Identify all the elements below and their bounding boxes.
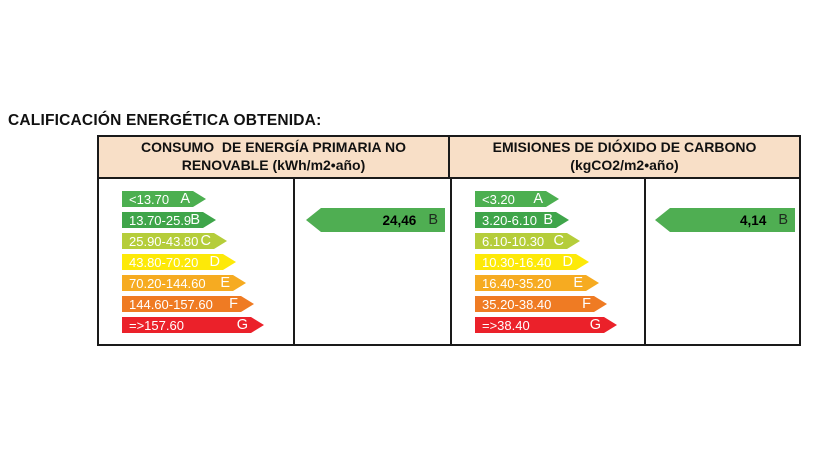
range-label: 16.40-35.20 xyxy=(482,275,552,291)
range-label: 10.30-16.40 xyxy=(482,254,552,270)
range-label: <13.70 xyxy=(129,191,170,207)
header-emisiones-line1: EMISIONES DE DIÓXIDO DE CARBONO xyxy=(492,139,757,156)
range-label: 43.80-70.20 xyxy=(129,254,199,270)
range-label: =>157.60 xyxy=(129,317,184,333)
arrow-tip xyxy=(556,212,569,228)
consumo-scale-arrow-a: <13.70 A xyxy=(122,191,206,207)
grade-letter: A xyxy=(180,191,190,207)
header-consumo-line1: CONSUMO DE ENERGÍA PRIMARIA NO xyxy=(141,139,406,156)
grade-letter: F xyxy=(229,296,238,312)
consumo-scale-arrow-d: 43.80-70.20 D xyxy=(122,254,236,270)
emisiones-rating-arrow: 4,14 B xyxy=(655,208,795,232)
grade-letter: C xyxy=(200,233,211,249)
consumo-rating-value: 24,46 xyxy=(382,212,417,228)
grade-letter: B xyxy=(543,212,553,228)
grade-letter: F xyxy=(582,296,591,312)
rating-arrow-body: 4,14 B xyxy=(670,208,795,232)
header-consumo-line2: RENOVABLE (kWh/m2•año) xyxy=(181,157,366,173)
consumo-scale-arrow-c: 25.90-43.80 C xyxy=(122,233,227,249)
arrow-tip xyxy=(567,233,580,249)
consumo-scale-arrow-b: 13.70-25.9 B xyxy=(122,212,216,228)
consumo-rating-grade: B xyxy=(428,212,438,228)
emisiones-rating-value: 4,14 xyxy=(740,212,767,228)
range-label: <3.20 xyxy=(482,191,515,207)
table-header-row: CONSUMO DE ENERGÍA PRIMARIA NO RENOVABLE… xyxy=(99,137,799,179)
arrow-tip xyxy=(586,275,599,291)
emisiones-scale-arrow-f: 35.20-38.40 F xyxy=(475,296,607,312)
arrow-tip xyxy=(546,191,559,207)
header-consumo: CONSUMO DE ENERGÍA PRIMARIA NO RENOVABLE… xyxy=(99,137,450,179)
grade-letter: E xyxy=(573,275,583,291)
range-label: =>38.40 xyxy=(482,317,530,333)
grade-letter: E xyxy=(220,275,230,291)
emisiones-scale-arrow-g: =>38.40 G xyxy=(475,317,617,333)
grade-letter: D xyxy=(209,254,220,270)
consumo-rating-cell: 24,46 B xyxy=(295,179,452,344)
arrow-tip xyxy=(604,317,617,333)
emisiones-scale-arrow-b: 3.20-6.10 B xyxy=(475,212,569,228)
grade-letter: B xyxy=(190,212,200,228)
grade-letter: A xyxy=(533,191,543,207)
page-title: CALIFICACIÓN ENERGÉTICA OBTENIDA: xyxy=(8,112,322,129)
range-label: 6.10-10.30 xyxy=(482,233,545,249)
consumo-scale-arrow-g: =>157.60 G xyxy=(122,317,264,333)
emisiones-scale-arrow-d: 10.30-16.40 D xyxy=(475,254,589,270)
table-body-row: <13.70 A 13.70-25.9 B 25.90-43.80 C 43.8… xyxy=(99,179,799,344)
emisiones-rating-grade: B xyxy=(778,212,788,228)
header-emisiones-line2: (kgCO2/m2•año) xyxy=(570,157,679,173)
arrow-tip xyxy=(251,317,264,333)
range-label: 70.20-144.60 xyxy=(129,275,206,291)
arrow-tip xyxy=(241,296,254,312)
arrow-tip xyxy=(223,254,236,270)
consumo-scale: <13.70 A 13.70-25.9 B 25.90-43.80 C 43.8… xyxy=(99,179,295,344)
emisiones-rating-cell: 4,14 B xyxy=(646,179,799,344)
rating-arrow-tip xyxy=(306,208,321,232)
range-label: 13.70-25.9 xyxy=(129,212,192,228)
energy-rating-table: CONSUMO DE ENERGÍA PRIMARIA NO RENOVABLE… xyxy=(97,135,801,346)
consumo-scale-arrow-e: 70.20-144.60 E xyxy=(122,275,246,291)
consumo-scale-arrow-f: 144.60-157.60 F xyxy=(122,296,254,312)
grade-letter: C xyxy=(553,233,564,249)
emisiones-scale-arrow-a: <3.20 A xyxy=(475,191,559,207)
arrow-tip xyxy=(594,296,607,312)
range-label: 3.20-6.10 xyxy=(482,212,537,228)
arrow-tip xyxy=(193,191,206,207)
emisiones-scale: <3.20 A 3.20-6.10 B 6.10-10.30 C 10.30-1… xyxy=(452,179,646,344)
emisiones-scale-arrow-c: 6.10-10.30 C xyxy=(475,233,580,249)
arrow-tip xyxy=(203,212,216,228)
arrow-tip xyxy=(576,254,589,270)
grade-letter: D xyxy=(562,254,573,270)
range-label: 25.90-43.80 xyxy=(129,233,199,249)
rating-arrow-body: 24,46 B xyxy=(321,208,445,232)
grade-letter: G xyxy=(236,317,248,333)
header-emisiones: EMISIONES DE DIÓXIDO DE CARBONO (kgCO2/m… xyxy=(450,137,799,179)
grade-letter: G xyxy=(589,317,601,333)
arrow-tip xyxy=(214,233,227,249)
range-label: 144.60-157.60 xyxy=(129,296,213,312)
rating-arrow-tip xyxy=(655,208,670,232)
range-label: 35.20-38.40 xyxy=(482,296,552,312)
arrow-tip xyxy=(233,275,246,291)
emisiones-scale-arrow-e: 16.40-35.20 E xyxy=(475,275,599,291)
consumo-rating-arrow: 24,46 B xyxy=(306,208,445,232)
